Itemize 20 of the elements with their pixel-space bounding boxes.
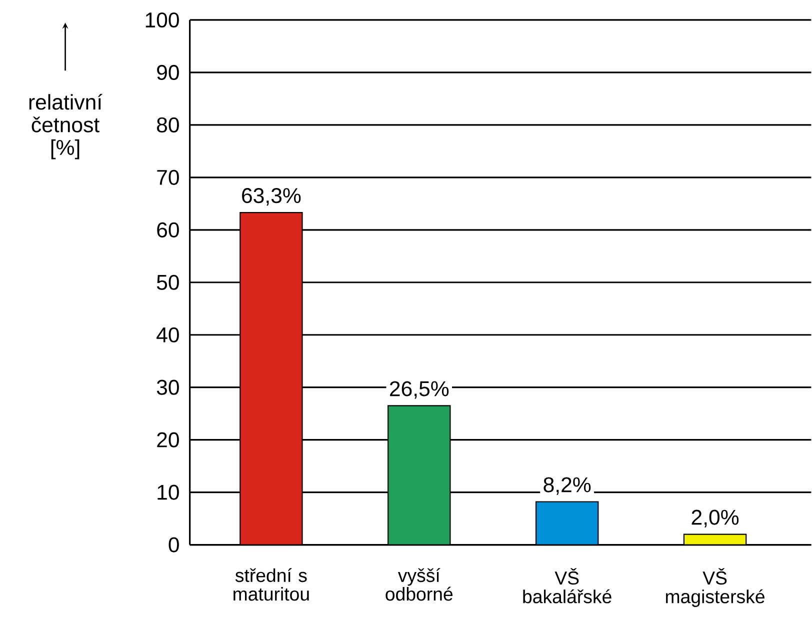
data-label: 2,0% <box>692 510 739 528</box>
data-label: 63,3% <box>242 188 301 206</box>
x-tick-label: VŠ bakalářské <box>523 568 612 604</box>
y-tick-label: 100 <box>146 12 179 28</box>
y-tick-label: 80 <box>157 117 179 132</box>
y-tick-label: 70 <box>157 170 179 185</box>
y-tick-label: 90 <box>157 64 179 80</box>
data-label: 8,2% <box>544 477 591 495</box>
y-tick-label: 0 <box>168 537 179 552</box>
y-tick-label: 50 <box>156 274 179 290</box>
y-tick-label: 10 <box>158 484 179 500</box>
y-tick-label: 20 <box>157 432 179 448</box>
x-tick-label: vyšší odborné <box>386 568 453 601</box>
y-tick-label: 40 <box>156 327 179 342</box>
y-tick-label: 30 <box>156 380 179 395</box>
x-tick-label: VŠ magisterské <box>666 568 764 607</box>
y-tick-label: 60 <box>157 222 179 238</box>
x-tick-label: střední s maturitou <box>234 568 309 601</box>
y-axis-title: relativní četnost [%] <box>29 94 102 160</box>
data-label: 26,5% <box>390 381 449 399</box>
